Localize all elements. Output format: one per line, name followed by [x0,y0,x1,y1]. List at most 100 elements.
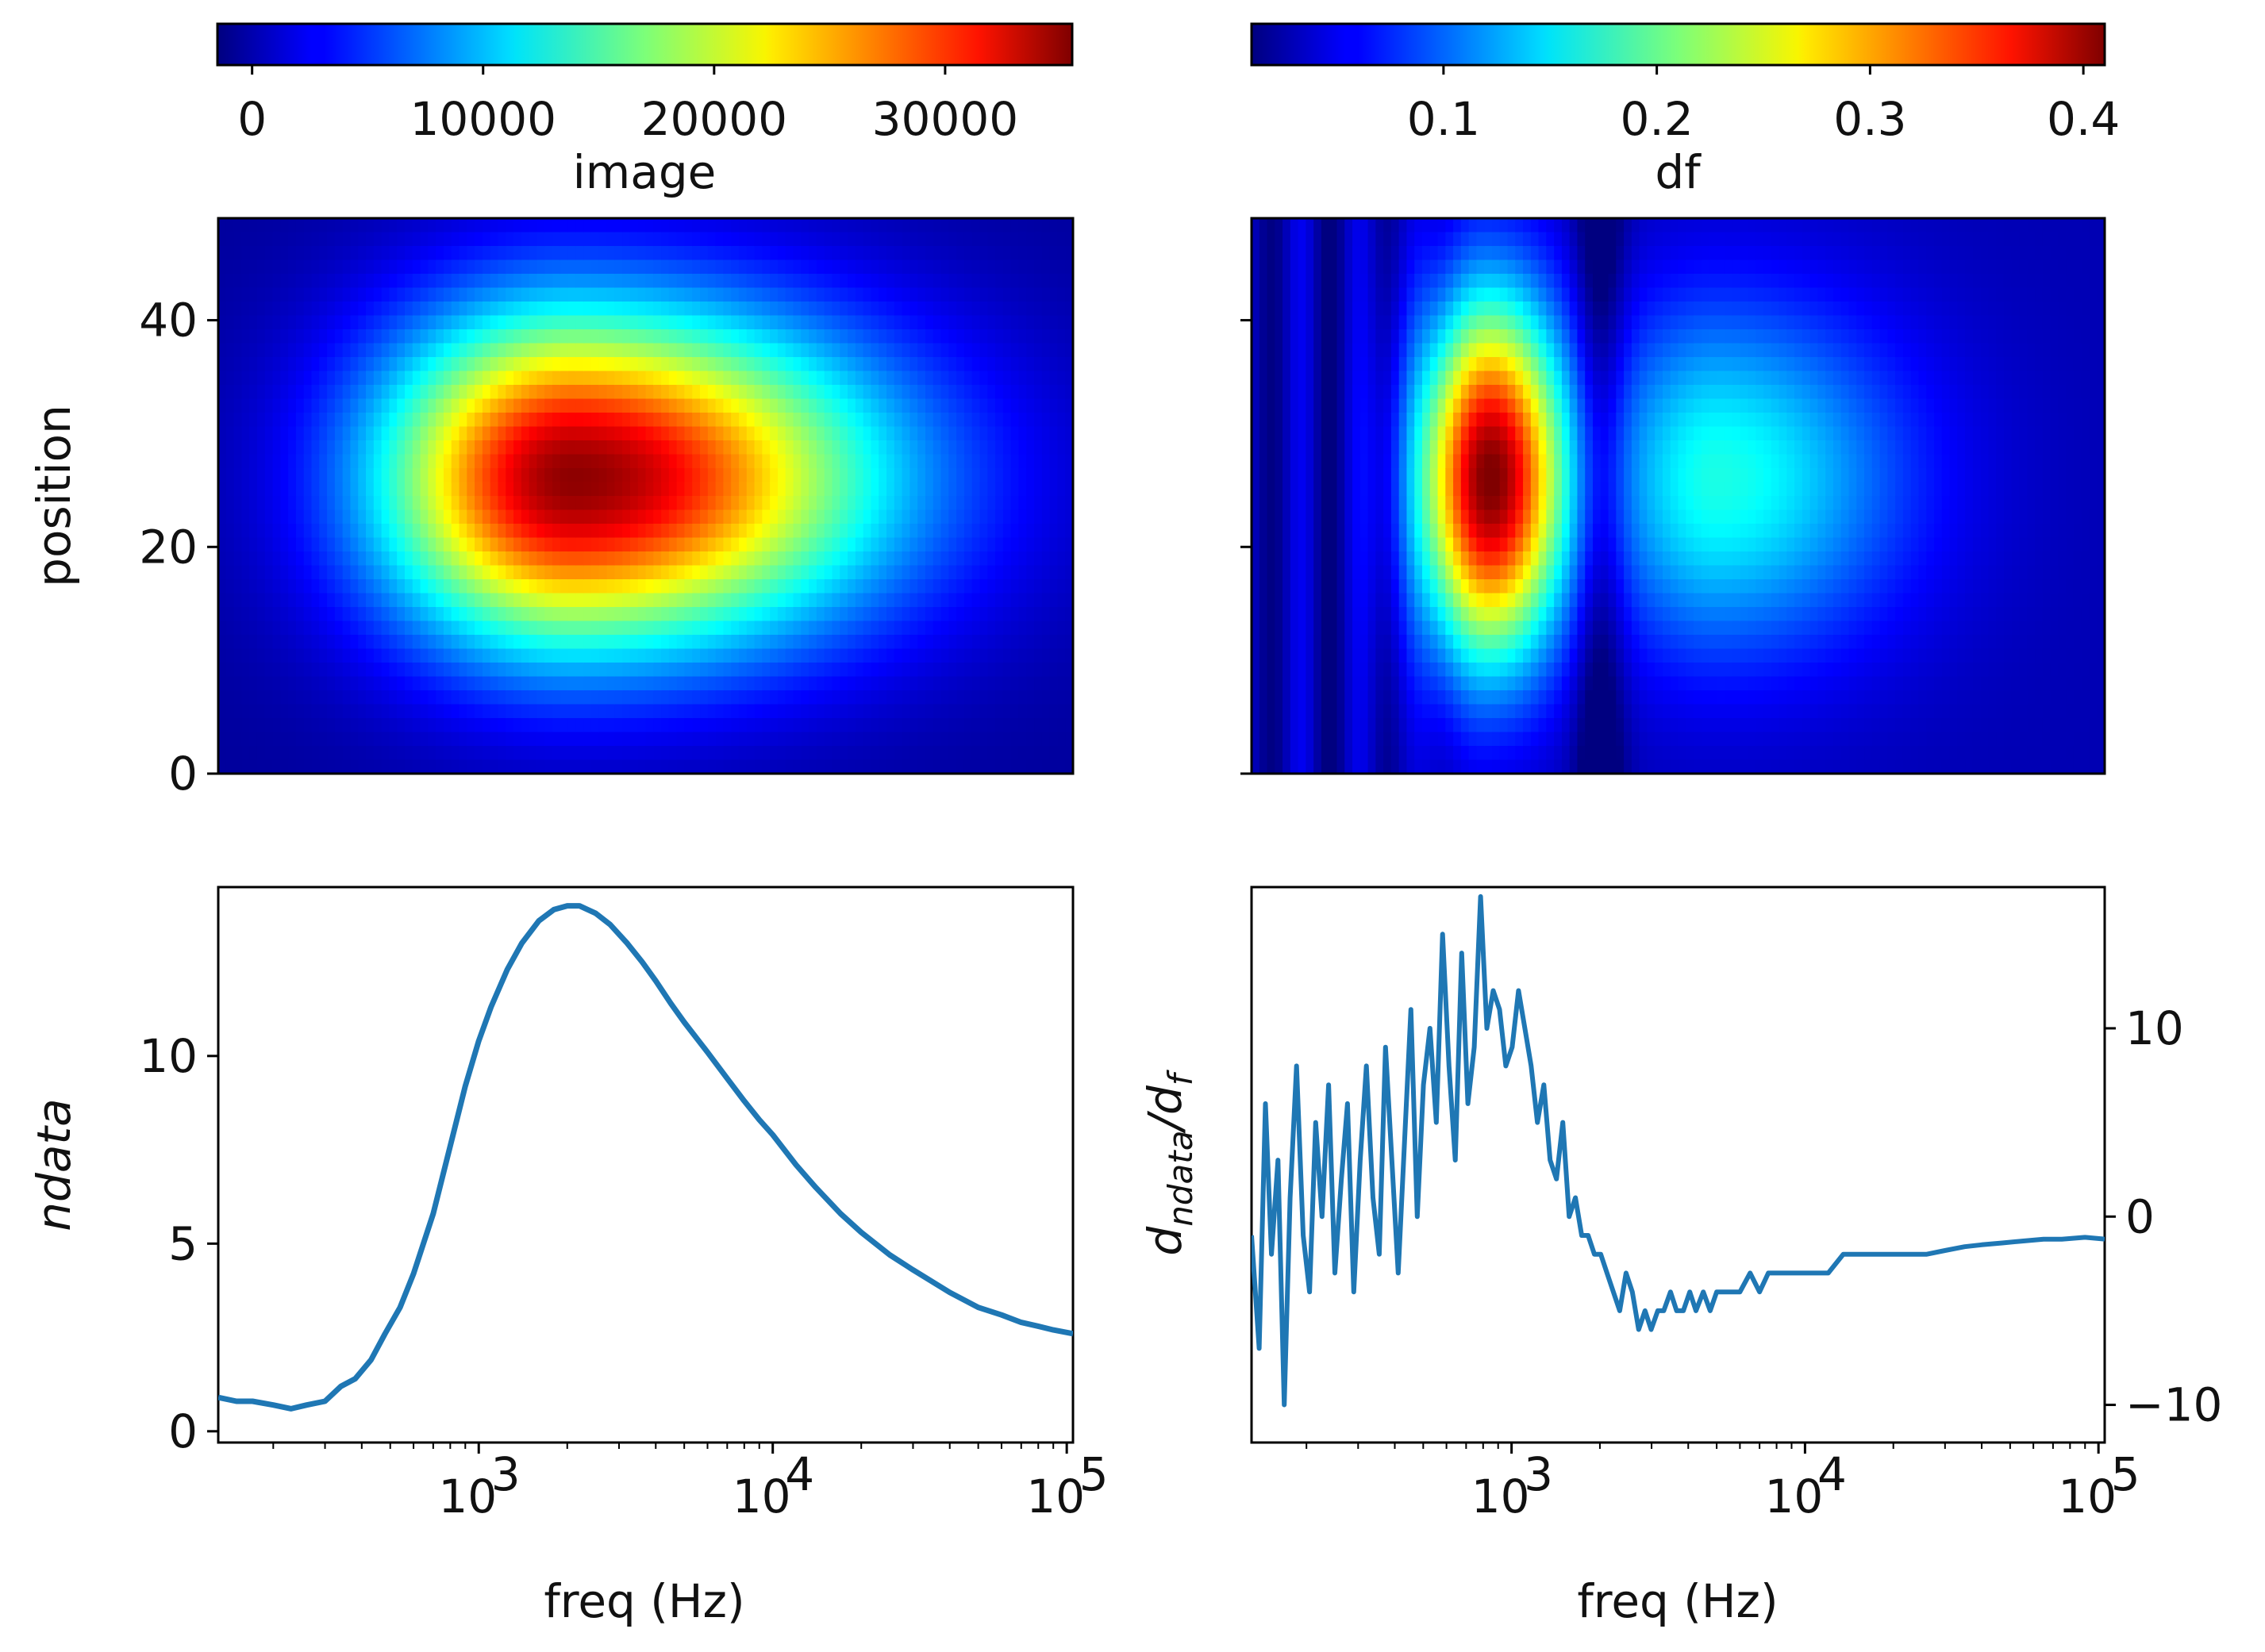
heatmap-cell [536,537,546,552]
heatmap-cell [575,482,584,497]
heatmap-cell [809,509,817,524]
heatmap-cell [1336,482,1346,497]
heatmap-cell [824,620,833,636]
heatmap-cell [475,565,483,580]
heatmap-cell [653,274,662,289]
heatmap-cell [358,454,367,469]
heatmap-cell [249,385,258,400]
heatmap-cell [366,398,375,413]
heatmap-cell [661,676,670,691]
heatmap-cell [218,648,227,663]
heatmap-cell [1329,440,1338,455]
heatmap-cell [1267,315,1276,330]
heatmap-cell [598,302,608,317]
heatmap-cell [1010,246,1020,261]
heatmap-cell [653,620,662,636]
heatmap-cell [840,732,848,747]
heatmap-cell [552,732,561,747]
heatmap-cell [848,635,856,650]
heatmap-cell [676,509,686,524]
heatmap-cell [295,524,305,539]
heatmap-cell [809,690,817,705]
heatmap-cell [700,537,709,552]
heatmap-cell [218,759,227,774]
heatmap-cell [840,704,848,719]
heatmap-cell [909,732,918,747]
heatmap-cell [637,274,647,289]
heatmap-cell [366,468,375,483]
heatmap-cell [824,496,833,511]
heatmap-cell [816,509,825,524]
heatmap-cell [1298,551,1307,567]
heatmap-cell [840,690,848,705]
heatmap-cell [1329,496,1338,511]
heatmap-cell [1002,648,1012,663]
heatmap-cell [1002,551,1012,567]
heatmap-cell [490,635,499,650]
heatmap-cell [1313,287,1322,302]
heatmap-cell [1057,385,1067,400]
heatmap-cell [327,426,336,441]
heatmap-cell [909,759,918,774]
heatmap-cell [583,329,592,344]
heatmap-cell [629,413,639,428]
heatmap-cell [583,690,592,705]
heatmap-cell [762,759,771,774]
heatmap-cell [715,302,725,317]
heatmap-cell [1057,232,1067,247]
heatmap-cell [373,440,383,455]
heatmap-cell [420,246,429,261]
heatmap-cell [793,385,802,400]
heatmap-cell [1344,663,1353,678]
heatmap-cell [350,496,360,511]
heatmap-cell [575,593,584,608]
heatmap-cell [475,232,483,247]
heatmap-cell [1041,287,1051,302]
heatmap-cell [583,565,592,580]
heatmap-cell [311,718,321,733]
heatmap-cell [622,593,631,608]
heatmap-cell [979,482,989,497]
heatmap-cell [987,413,996,428]
heatmap-cell [1267,482,1276,497]
heatmap-cell [979,343,989,358]
heatmap-cell [467,468,475,483]
heatmap-cell [614,537,623,552]
heatmap-cell [622,357,631,372]
heatmap-cell [295,496,305,511]
heatmap-cell [560,357,569,372]
heatmap-cell [723,246,732,261]
heatmap-cell [1018,579,1028,594]
heatmap-cell [225,509,235,524]
heatmap-cell [622,579,631,594]
heatmap-cell [342,620,352,636]
heatmap-cell [661,496,670,511]
heatmap-cell [475,329,483,344]
heatmap-cell [443,302,452,317]
heatmap-cell [1267,343,1276,358]
heatmap-cell [676,274,686,289]
heatmap-cell [443,398,452,413]
heatmap-cell [475,746,483,761]
heatmap-cell [459,620,468,636]
heatmap-cell [1259,398,1268,413]
heatmap-cell [855,676,864,691]
heatmap-cell [863,704,872,719]
heatmap-cell [342,468,352,483]
heatmap-cell [567,704,577,719]
heatmap-cell [1344,496,1353,511]
heatmap-cell [327,468,336,483]
heatmap-cell [1049,259,1059,275]
heatmap-cell [746,246,756,261]
heatmap-cell [412,287,421,302]
heatmap-cell [963,426,973,441]
heatmap-cell [1041,218,1051,233]
heatmap-cell [840,579,848,594]
heatmap-cell [272,232,282,247]
heatmap-cell [622,287,631,302]
heatmap-cell [1049,302,1059,317]
heatmap-cell [925,329,934,344]
heatmap-cell [513,704,522,719]
heatmap-cell [373,524,383,539]
heatmap-cell [358,287,367,302]
